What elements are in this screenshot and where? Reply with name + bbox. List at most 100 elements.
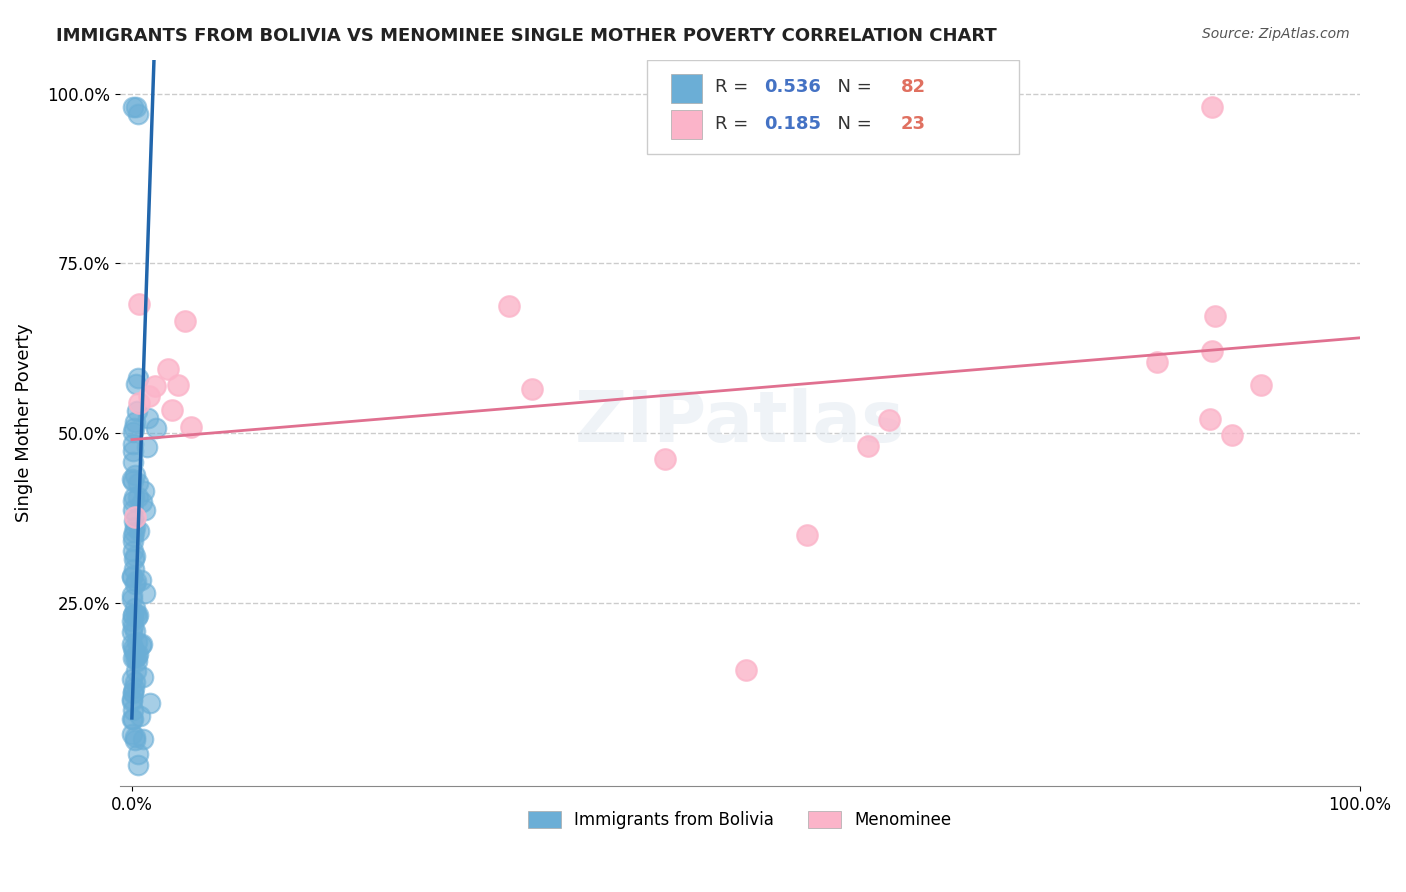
Text: 0.185: 0.185: [765, 114, 821, 133]
Point: [132, 670, 155, 684]
Point: [121, 625, 143, 640]
Point: [145, 420, 167, 434]
Point: [121, 727, 143, 741]
Point: [1146, 354, 1168, 368]
Point: [129, 573, 152, 587]
Point: [122, 562, 145, 576]
Point: [125, 607, 148, 621]
Point: [1198, 412, 1220, 426]
Point: [174, 313, 197, 327]
Point: [121, 619, 143, 633]
Point: [127, 610, 149, 624]
Point: [166, 378, 188, 392]
Text: 0.536: 0.536: [765, 78, 821, 96]
Point: [121, 474, 143, 488]
Point: [180, 419, 202, 434]
Point: [122, 686, 145, 700]
Point: [134, 586, 156, 600]
Point: [121, 425, 143, 440]
Point: [121, 568, 143, 582]
Point: [138, 389, 160, 403]
Point: [121, 685, 143, 699]
Point: [1201, 344, 1223, 359]
Point: [121, 693, 143, 707]
Point: [121, 672, 143, 686]
Point: [121, 637, 143, 651]
Text: Source: ZipAtlas.com: Source: ZipAtlas.com: [1202, 27, 1350, 41]
Point: [734, 664, 756, 678]
Point: [122, 524, 145, 539]
Point: [124, 510, 146, 524]
Point: [1204, 309, 1226, 323]
Point: [127, 475, 149, 490]
Point: [127, 747, 149, 761]
Point: [122, 544, 145, 558]
Point: [122, 100, 145, 114]
Point: [127, 107, 149, 121]
Point: [139, 696, 162, 710]
Point: [124, 624, 146, 638]
Y-axis label: Single Mother Poverty: Single Mother Poverty: [15, 324, 32, 522]
Point: [122, 493, 145, 508]
Point: [121, 529, 143, 543]
Point: [124, 468, 146, 483]
Point: [122, 641, 145, 656]
Point: [121, 650, 143, 665]
Point: [122, 681, 145, 696]
Point: [121, 588, 143, 602]
FancyBboxPatch shape: [671, 74, 703, 103]
Point: [877, 413, 900, 427]
Legend: Immigrants from Bolivia, Menominee: Immigrants from Bolivia, Menominee: [522, 804, 957, 836]
Point: [122, 514, 145, 528]
Point: [124, 731, 146, 745]
Point: [128, 524, 150, 538]
Text: R =: R =: [714, 78, 754, 96]
Point: [121, 569, 143, 583]
Text: N =: N =: [827, 114, 877, 133]
Point: [156, 362, 179, 376]
Point: [121, 472, 143, 486]
Point: [128, 396, 150, 410]
Point: [124, 650, 146, 665]
Text: 82: 82: [901, 78, 927, 96]
Point: [131, 637, 153, 651]
Point: [124, 601, 146, 615]
Point: [121, 614, 143, 628]
Point: [122, 420, 145, 434]
Point: [122, 551, 145, 566]
Point: [129, 708, 152, 723]
Point: [654, 452, 676, 467]
Point: [125, 649, 148, 664]
Point: [122, 644, 145, 658]
Point: [122, 607, 145, 622]
FancyBboxPatch shape: [671, 111, 703, 139]
Point: [124, 549, 146, 563]
Point: [127, 634, 149, 648]
Point: [122, 454, 145, 468]
Point: [125, 376, 148, 391]
Point: [122, 502, 145, 516]
Point: [124, 577, 146, 591]
Point: [127, 758, 149, 772]
Point: [1201, 100, 1223, 114]
Point: [121, 591, 143, 606]
Point: [135, 440, 157, 454]
Text: ZIPatlas: ZIPatlas: [575, 388, 904, 458]
Point: [124, 415, 146, 429]
Point: [124, 100, 146, 114]
Point: [129, 639, 152, 653]
Point: [160, 403, 183, 417]
Text: R =: R =: [714, 114, 754, 133]
Text: IMMIGRANTS FROM BOLIVIA VS MENOMINEE SINGLE MOTHER POVERTY CORRELATION CHART: IMMIGRANTS FROM BOLIVIA VS MENOMINEE SIN…: [56, 27, 997, 45]
Point: [134, 483, 156, 498]
Point: [127, 371, 149, 385]
Point: [143, 378, 166, 392]
Point: [134, 503, 156, 517]
FancyBboxPatch shape: [647, 60, 1018, 154]
Point: [122, 534, 145, 549]
Point: [132, 731, 155, 746]
Text: N =: N =: [827, 78, 877, 96]
Point: [127, 654, 149, 668]
Point: [125, 664, 148, 678]
Point: [121, 607, 143, 622]
